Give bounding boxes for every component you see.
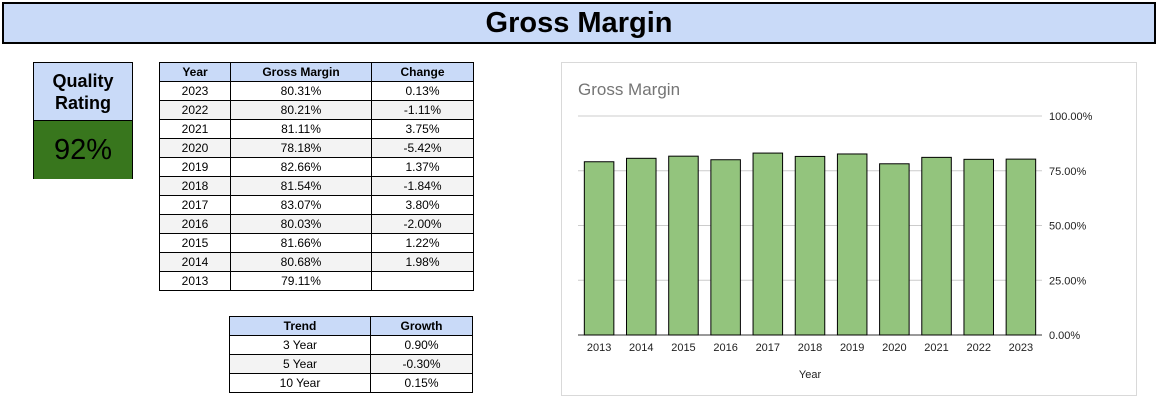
cell-gross-margin: 80.03%: [230, 214, 372, 234]
y-tick-label: 0.00%: [1049, 330, 1080, 342]
x-tick-label: 2017: [756, 342, 780, 354]
cell-gross-margin: 83.07%: [230, 195, 372, 215]
gross-margin-table: Year Gross Margin Change 2023 80.31% 0.13%…: [159, 62, 474, 291]
cell-gross-margin: 80.31%: [230, 81, 372, 101]
bar-2015: [668, 155, 699, 336]
cell-gross-margin: 81.66%: [230, 233, 372, 253]
cell-year: 2013: [159, 271, 231, 291]
table-row: 10 Year 0.15%: [229, 373, 473, 393]
page-title: Gross Margin: [2, 2, 1156, 44]
x-tick-label: 2015: [671, 342, 695, 354]
cell-trend: 5 Year: [229, 354, 371, 374]
table-header-row: Trend Growth: [229, 316, 473, 336]
y-tick-label: 75.00%: [1049, 166, 1087, 178]
x-axis-label: Year: [799, 369, 822, 381]
table-row: 2013 79.11%: [159, 271, 474, 291]
table-row: 2022 80.21% -1.11%: [159, 100, 474, 120]
cell-growth: -0.30%: [370, 354, 473, 374]
cell-year: 2021: [159, 119, 231, 139]
cell-growth: 0.90%: [370, 335, 473, 355]
x-tick-label: 2014: [629, 342, 653, 354]
chart-canvas: Gross Margin 0.00% 25.00% 50.00% 75.00% 100.0…: [578, 80, 1093, 381]
x-tick-label: 2019: [840, 342, 864, 354]
table-row: 2019 82.66% 1.37%: [159, 157, 474, 177]
table-row: 2021 81.11% 3.75%: [159, 119, 474, 139]
table-row: 2016 80.03% -2.00%: [159, 214, 474, 234]
cell-gross-margin: 80.68%: [230, 252, 372, 272]
bar-2018: [794, 155, 826, 336]
gross-margin-chart: Gross Margin 0.00% 25.00% 50.00% 75.00% 100.0…: [561, 62, 1137, 396]
cell-year: 2020: [159, 138, 231, 158]
table-row: 2020 78.18% -5.42%: [159, 138, 474, 158]
cell-change: 0.13%: [371, 81, 474, 101]
x-tick-label: 2016: [713, 342, 737, 354]
bar-2022: [963, 158, 994, 336]
table-row: 2018 81.54% -1.84%: [159, 176, 474, 196]
cell-change: 1.22%: [371, 233, 474, 253]
cell-year: 2022: [159, 100, 231, 120]
cell-year: 2015: [159, 233, 231, 253]
bar-2021: [921, 156, 952, 336]
cell-change: 3.80%: [371, 195, 474, 215]
cell-trend: 3 Year: [229, 335, 371, 355]
cell-gross-margin: 81.11%: [230, 119, 372, 139]
cell-gross-margin: 79.11%: [230, 271, 372, 291]
x-tick-label: 2022: [966, 342, 990, 354]
cell-change: 1.37%: [371, 157, 474, 177]
bar-2013: [583, 161, 615, 336]
cell-change: -5.42%: [371, 138, 474, 158]
cell-change: -1.84%: [371, 176, 474, 196]
table-row: 5 Year -0.30%: [229, 354, 473, 374]
cell-trend: 10 Year: [229, 373, 371, 393]
table-row: 2014 80.68% 1.98%: [159, 252, 474, 272]
cell-gross-margin: 82.66%: [230, 157, 372, 177]
cell-gross-margin: 80.21%: [230, 100, 372, 120]
bar-2016: [710, 159, 741, 336]
bar-2017: [752, 152, 784, 336]
table-row: 3 Year 0.90%: [229, 335, 473, 355]
cell-gross-margin: 81.54%: [230, 176, 372, 196]
cell-gross-margin: 78.18%: [230, 138, 372, 158]
cell-change: -2.00%: [371, 214, 474, 234]
column-header-growth: Growth: [370, 316, 473, 336]
cell-change: -1.11%: [371, 100, 474, 120]
cell-growth: 0.15%: [370, 373, 473, 393]
column-header-trend: Trend: [229, 316, 371, 336]
cell-year: 2023: [159, 81, 231, 101]
x-tick-label: 2023: [1009, 342, 1033, 354]
table-header-row: Year Gross Margin Change: [159, 62, 474, 82]
table-row: 2015 81.66% 1.22%: [159, 233, 474, 253]
bar-2020: [879, 163, 910, 336]
x-tick-label: 2018: [798, 342, 822, 354]
x-tick-label: 2021: [924, 342, 948, 354]
y-tick-label: 50.00%: [1049, 221, 1087, 233]
quality-rating-label: Quality Rating: [34, 63, 132, 121]
table-row: 2023 80.31% 0.13%: [159, 81, 474, 101]
chart-title: Gross Margin: [578, 80, 680, 99]
cell-year: 2018: [159, 176, 231, 196]
cell-change: 3.75%: [371, 119, 474, 139]
column-header-change: Change: [371, 62, 474, 82]
cell-change: [371, 271, 474, 291]
y-tick-label: 25.00%: [1049, 275, 1087, 287]
cell-change: 1.98%: [371, 252, 474, 272]
bar-2019: [836, 153, 868, 336]
y-tick-label: 100.00%: [1049, 111, 1093, 123]
quality-rating-card: Quality Rating 92%: [33, 62, 133, 179]
cell-year: 2016: [159, 214, 231, 234]
x-tick-label: 2013: [587, 342, 611, 354]
column-header-gross-margin: Gross Margin: [230, 62, 372, 82]
column-header-year: Year: [159, 62, 231, 82]
cell-year: 2017: [159, 195, 231, 215]
table-row: 2017 83.07% 3.80%: [159, 195, 474, 215]
bar-2023: [1005, 158, 1037, 336]
bar-2014: [626, 157, 657, 336]
trend-growth-table: Trend Growth 3 Year 0.90% 5 Year -0.30% 10 Y…: [229, 316, 473, 393]
x-tick-label: 2020: [882, 342, 906, 354]
quality-rating-value: 92%: [34, 121, 132, 179]
cell-year: 2014: [159, 252, 231, 272]
cell-year: 2019: [159, 157, 231, 177]
